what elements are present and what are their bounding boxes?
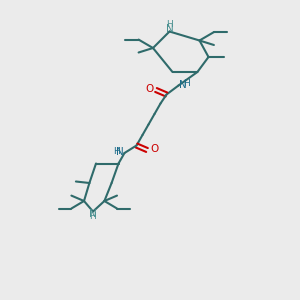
Text: H: H [89,212,96,221]
Text: H: H [113,147,119,156]
Text: H: H [166,20,173,29]
Text: N: N [166,24,173,34]
Text: O: O [150,144,159,154]
Text: N: N [116,147,124,158]
Text: N: N [179,80,187,90]
Text: O: O [145,84,154,94]
Text: N: N [88,209,96,219]
Text: H: H [184,80,190,88]
